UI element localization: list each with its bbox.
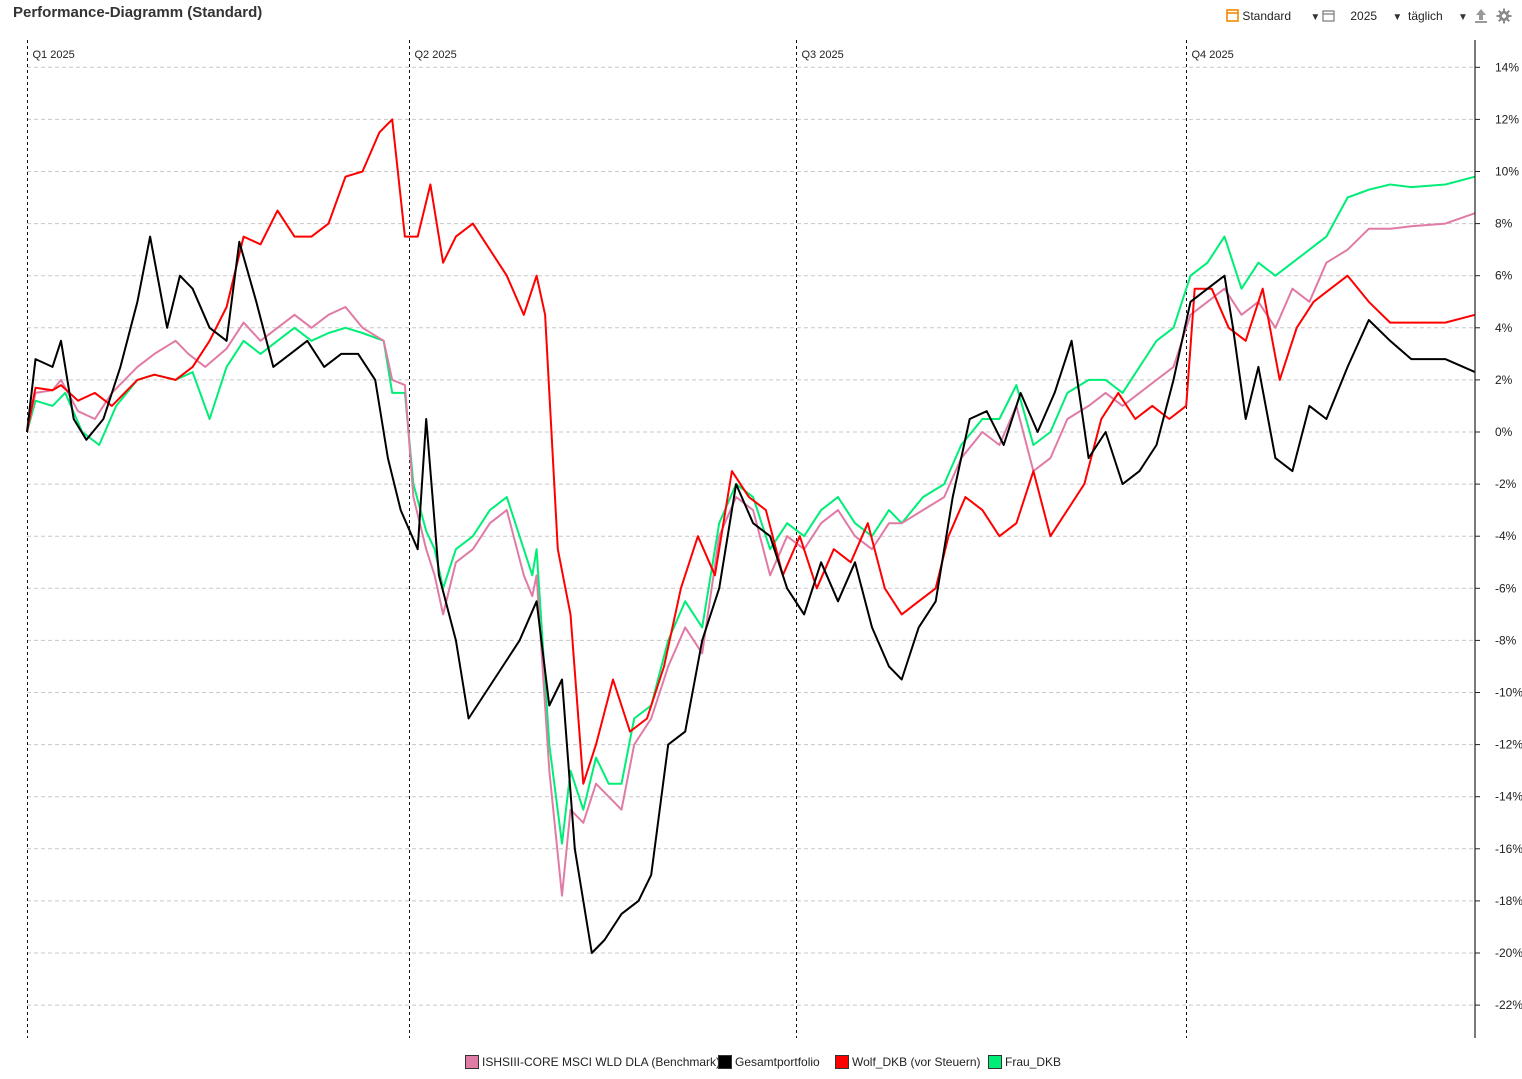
legend-label: Gesamtportfolio: [735, 1055, 820, 1069]
series-line: [26, 235, 1476, 954]
export-button[interactable]: [1474, 8, 1488, 26]
y-tick-label: -12%: [1495, 738, 1522, 752]
period-label: 2025: [1350, 9, 1378, 23]
y-tick-label: -22%: [1495, 998, 1522, 1012]
export-icon: [1475, 9, 1487, 23]
y-tick-label: 4%: [1495, 321, 1513, 335]
interval-label: täglich: [1408, 9, 1443, 23]
y-axis: 14% 12% 10% 8% 6% 4% 2% 0% -2% -4% -6% -8% -10% -12% -…: [1474, 40, 1522, 1038]
legend-swatch: [988, 1055, 1002, 1069]
legend-item[interactable]: ISHSIII-CORE MSCI WLD DLA (Benchmark): [465, 1054, 720, 1070]
y-tick-label: -20%: [1495, 946, 1522, 960]
legend-label: Frau_DKB: [1005, 1055, 1062, 1069]
series-line: [26, 118, 1476, 785]
y-tick-label: 12%: [1495, 112, 1519, 126]
y-tick-label: 10%: [1495, 165, 1519, 179]
y-tick-label: -10%: [1495, 686, 1522, 700]
page-title: Performance-Diagramm (Standard): [13, 4, 263, 21]
y-tick-label: -18%: [1495, 894, 1522, 908]
series-lines: [26, 118, 1476, 954]
y-tick-label: 14%: [1495, 60, 1519, 74]
chevron-down-icon: ▼: [1458, 12, 1468, 23]
legend-label: Wolf_DKB (vor Steuern): [852, 1055, 981, 1069]
legend-item[interactable]: Wolf_DKB (vor Steuern): [835, 1054, 981, 1070]
y-tick-label: -8%: [1495, 633, 1517, 647]
y-tick-label: -6%: [1495, 581, 1517, 595]
y-tick-label: -16%: [1495, 842, 1522, 856]
y-tick-label: -14%: [1495, 790, 1522, 804]
quarter-markers: Q1 2025 Q2 2025 Q3 2025 Q4 2025: [27, 40, 1234, 1038]
quarter-label: Q3 2025: [802, 49, 844, 61]
calendar-icon: [1322, 10, 1335, 22]
settings-button[interactable]: [1496, 8, 1512, 26]
series-line: [26, 212, 1476, 897]
quarter-label: Q1 2025: [33, 49, 75, 61]
chart-view-icon: [1226, 9, 1239, 22]
legend-swatch: [835, 1055, 849, 1069]
gear-icon: [1496, 8, 1512, 24]
legend-item[interactable]: Gesamtportfolio: [718, 1054, 820, 1070]
quarter-label: Q2 2025: [415, 49, 457, 61]
y-tick-label: 2%: [1495, 373, 1513, 387]
y-tick-label: 8%: [1495, 217, 1513, 231]
interval-selector[interactable]: täglich ▼: [1408, 8, 1468, 26]
y-tick-label: -4%: [1495, 529, 1517, 543]
period-selector[interactable]: 2025 ▼: [1322, 8, 1402, 26]
chevron-down-icon: ▼: [1392, 12, 1403, 23]
grid: [27, 66, 1475, 1006]
legend: ISHSIII-CORE MSCI WLD DLA (Benchmark) Ges…: [0, 1054, 1522, 1072]
legend-swatch: [465, 1055, 479, 1069]
legend-item[interactable]: Frau_DKB: [988, 1054, 1061, 1070]
series-line: [26, 175, 1476, 845]
y-tick-label: 6%: [1495, 269, 1513, 283]
view-label: Standard: [1242, 9, 1292, 23]
view-selector[interactable]: Standard ▼: [1226, 8, 1320, 26]
y-tick-label: -2%: [1495, 477, 1517, 491]
chevron-down-icon: ▼: [1310, 12, 1321, 23]
legend-label: ISHSIII-CORE MSCI WLD DLA (Benchmark): [482, 1055, 721, 1069]
legend-swatch: [718, 1055, 732, 1069]
y-tick-label: 0%: [1495, 425, 1513, 439]
quarter-label: Q4 2025: [1192, 49, 1234, 61]
